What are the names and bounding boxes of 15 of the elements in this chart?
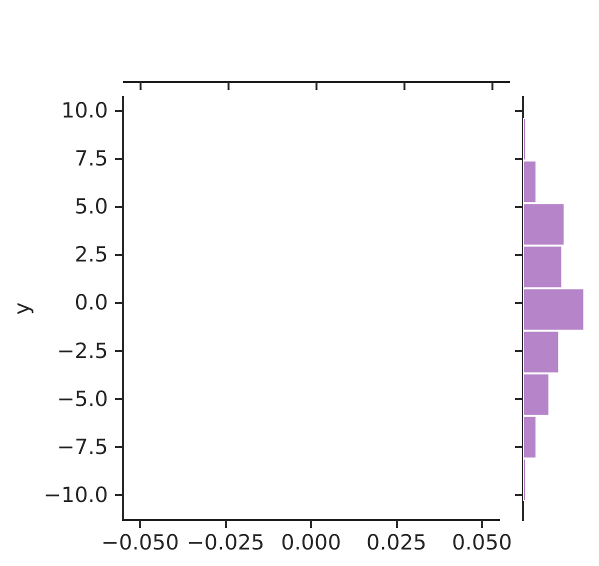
x-tick-label: 0.050 xyxy=(452,530,512,554)
y-axis-title: y xyxy=(10,302,34,315)
y-tick-label: −10.0 xyxy=(44,483,108,508)
y-tick-label: −2.5 xyxy=(57,338,108,363)
y-tick-label: 5.0 xyxy=(74,194,108,219)
y-tick-label: 0.0 xyxy=(74,290,108,315)
x-tick-label: −0.025 xyxy=(186,530,264,554)
y-tick-label: 2.5 xyxy=(74,242,108,267)
x-tick-label: −0.050 xyxy=(101,530,179,554)
y-tick-label: −5.0 xyxy=(57,386,108,411)
y-tick-label: 10.0 xyxy=(61,98,108,122)
y-tick-label: −7.5 xyxy=(57,434,108,459)
x-tick-label: 0.000 xyxy=(280,530,342,554)
x-tick-label: 0.025 xyxy=(366,530,427,554)
y-tick-label: 7.5 xyxy=(74,146,108,171)
